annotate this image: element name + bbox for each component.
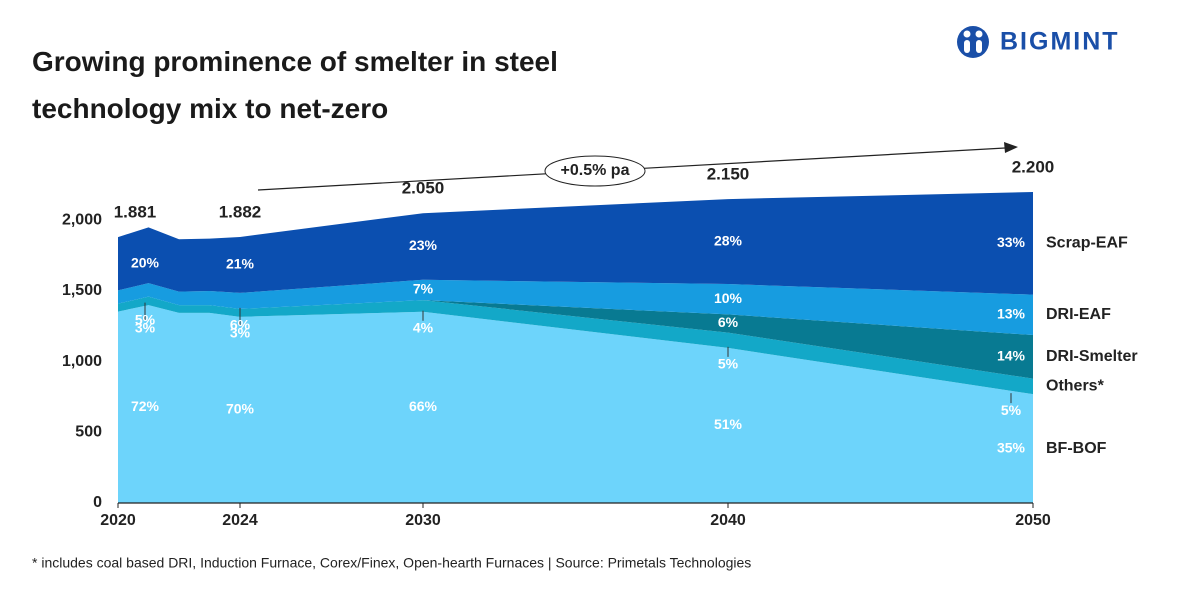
- share-label: 5%: [1001, 402, 1022, 418]
- share-label: 13%: [997, 306, 1026, 322]
- brand: BIGMINT: [1000, 28, 1120, 56]
- legend-label: DRI-Smelter: [1046, 348, 1138, 365]
- legend-label: BF-BOF: [1046, 440, 1107, 457]
- legend-label: Scrap-EAF: [1046, 235, 1128, 252]
- share-label: 5%: [718, 356, 739, 372]
- share-label: 4%: [413, 319, 434, 335]
- share-label: 7%: [413, 281, 434, 297]
- share-label: 20%: [131, 254, 160, 270]
- share-label: 72%: [131, 398, 160, 414]
- legend-label: Others*: [1046, 378, 1105, 395]
- y-tick-label: 0: [93, 494, 102, 511]
- total-label: 2.150: [707, 165, 750, 184]
- logo: BIGMINT: [957, 26, 1120, 58]
- x-tick-label: 2040: [710, 512, 746, 529]
- y-tick-label: 500: [75, 424, 102, 441]
- share-label: 6%: [718, 314, 739, 330]
- share-label: 6%: [230, 317, 251, 333]
- annotation: +0.5% pa: [561, 162, 630, 179]
- x-tick-label: 2024: [222, 512, 258, 529]
- logo-icon: [957, 26, 989, 58]
- x-tick-label: 2050: [1015, 512, 1051, 529]
- logo-icon: [964, 40, 970, 53]
- share-label: 10%: [714, 290, 743, 306]
- share-label: 66%: [409, 398, 438, 414]
- share-label: 35%: [997, 439, 1026, 455]
- total-label: 1.881: [114, 203, 157, 222]
- share-label: 51%: [714, 416, 743, 432]
- arrow-head: [1004, 142, 1018, 153]
- growth-arrow: +0.5% pa: [257, 142, 1018, 191]
- y-tick-label: 1,000: [62, 353, 102, 370]
- share-label: 28%: [714, 232, 743, 248]
- share-label: 33%: [997, 234, 1026, 250]
- area: [118, 305, 1033, 503]
- y-tick-label: 2,000: [62, 211, 102, 228]
- share-label: 23%: [409, 237, 438, 253]
- legend-label: DRI-EAF: [1046, 306, 1111, 323]
- x-tick-label: 2030: [405, 512, 441, 529]
- share-label: 3%: [135, 319, 156, 335]
- share-label: 3%: [230, 325, 251, 341]
- total-label: 1.882: [219, 202, 262, 221]
- logo-icon: [963, 30, 971, 38]
- area: [118, 296, 1033, 379]
- logo-icon: [976, 40, 982, 53]
- area: [118, 192, 1033, 295]
- area: [118, 296, 1033, 395]
- annotation-bubble: [544, 155, 646, 187]
- share-label: 21%: [226, 256, 255, 272]
- total-label: 2.050: [402, 179, 445, 198]
- share-label: 14%: [997, 348, 1026, 364]
- chart-title: Growing prominence of smelter in steel t…: [32, 46, 558, 124]
- share-label: 5%: [135, 311, 156, 327]
- logo-icon: [975, 30, 983, 38]
- x-tick-label: 2020: [100, 512, 136, 529]
- total-label: 2.200: [1012, 157, 1055, 176]
- y-tick-label: 1,500: [62, 282, 102, 299]
- footnote: * includes coal based DRI, Induction Fur…: [32, 555, 751, 571]
- area: [118, 279, 1033, 336]
- share-label: 70%: [226, 401, 255, 417]
